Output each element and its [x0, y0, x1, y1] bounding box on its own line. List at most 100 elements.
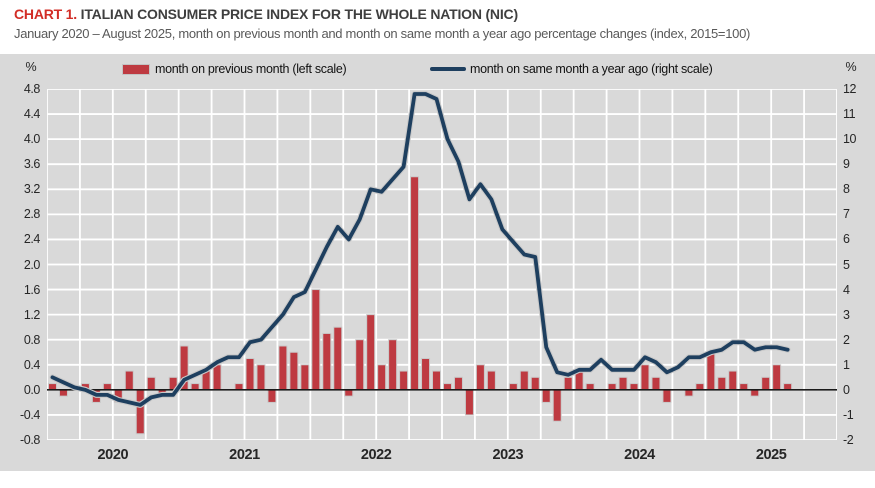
- bar: [750, 389, 760, 397]
- right-axis-unit-label: %: [845, 60, 857, 74]
- bar: [772, 364, 782, 391]
- y-axis-tick-left: -0.8: [20, 433, 40, 447]
- y-axis-tick-right: 11: [843, 107, 856, 122]
- y-axis-tick-right: -1: [843, 407, 854, 422]
- bar: [333, 326, 343, 391]
- legend-item-line: month on same month a year ago (right sc…: [430, 61, 713, 77]
- y-axis-tick-left: 0.4: [23, 357, 41, 372]
- y-axis-tick-left: -0.4: [20, 407, 40, 422]
- y-axis-tick-right: 4: [843, 282, 850, 297]
- bar: [377, 364, 387, 391]
- x-axis-year-label: 2024: [624, 447, 655, 463]
- line-series-halo: [49, 91, 791, 408]
- y-axis-tick-left: 4.4: [23, 107, 41, 122]
- bar: [256, 364, 266, 391]
- x-axis-year-label: 2021: [229, 447, 260, 463]
- bar: [58, 389, 68, 397]
- bar: [135, 389, 145, 435]
- legend-item-bars: month on previous month (left scale): [122, 61, 347, 77]
- bar: [322, 332, 332, 391]
- bar: [486, 370, 496, 391]
- y-axis-tick-left: 4.8: [23, 82, 41, 96]
- bar: [541, 389, 551, 403]
- bar: [355, 339, 365, 391]
- y-axis-tick-left: 3.6: [23, 157, 41, 172]
- y-axis-tick-left: 2.0: [23, 257, 41, 272]
- bar: [234, 383, 244, 391]
- bar: [399, 370, 409, 391]
- plot-area: [47, 89, 837, 440]
- chart-number: CHART 1.: [14, 6, 77, 22]
- bar: [442, 383, 452, 391]
- legend-bar-label: month on previous month (left scale): [155, 62, 347, 76]
- bar: [212, 364, 222, 391]
- bar: [475, 364, 485, 391]
- y-axis-tick-left: 0.0: [23, 382, 41, 397]
- x-axis-year-label: 2020: [97, 447, 129, 463]
- bar: [552, 389, 562, 422]
- chart-panel: % % month on previous month (left scale)…: [0, 54, 875, 471]
- line-series: [50, 92, 790, 407]
- bar: [146, 376, 156, 391]
- y-axis-tick-right: 9: [843, 157, 850, 172]
- bar: [432, 370, 442, 391]
- y-axis-tick-right: 10: [843, 132, 857, 147]
- bar: [618, 376, 628, 391]
- y-axis-tick-right: 6: [843, 232, 850, 247]
- bar: [508, 383, 518, 391]
- bar: [662, 389, 672, 403]
- bar: [245, 358, 255, 391]
- chart-title-text: ITALIAN CONSUMER PRICE INDEX FOR THE WHO…: [76, 6, 518, 22]
- y-axis-tick-left: 1.6: [23, 282, 41, 297]
- y-axis-tick-right: 2: [843, 332, 850, 347]
- y-axis-tick-left: 1.2: [23, 307, 41, 322]
- bar: [728, 370, 738, 391]
- chart-title: CHART 1. ITALIAN CONSUMER PRICE INDEX FO…: [14, 5, 864, 23]
- bar: [563, 376, 573, 391]
- bar: [190, 383, 200, 391]
- bar: [607, 383, 617, 391]
- bar: [410, 176, 420, 391]
- bar-series-swatch-icon: [122, 63, 150, 75]
- y-axis-tick-right: 3: [843, 307, 850, 322]
- bar: [453, 376, 463, 391]
- bar: [530, 376, 540, 391]
- bar: [761, 376, 771, 391]
- bar: [311, 289, 321, 391]
- y-axis-tick-right: 12: [843, 82, 857, 96]
- bar: [706, 351, 716, 391]
- bar: [651, 376, 661, 391]
- y-axis-tick-right: -2: [843, 433, 854, 447]
- y-axis-tick-right: 8: [843, 182, 850, 197]
- y-axis-tick-left: 4.0: [23, 132, 41, 147]
- y-axis-tick-left: 2.4: [23, 232, 41, 247]
- bar: [783, 383, 793, 391]
- y-axis-tick-right: 5: [843, 257, 850, 272]
- bar: [739, 383, 749, 391]
- bar: [640, 364, 650, 391]
- y-axis-tick-left: 0.8: [23, 332, 41, 347]
- bar: [47, 383, 57, 391]
- left-axis-unit-label: %: [25, 60, 37, 74]
- chart-header: CHART 1. ITALIAN CONSUMER PRICE INDEX FO…: [14, 5, 864, 42]
- y-axis-tick-right: 1: [843, 357, 850, 372]
- bar: [102, 383, 112, 391]
- bar: [124, 370, 134, 391]
- bar: [421, 358, 431, 391]
- y-axis-tick-right: 7: [843, 207, 850, 222]
- y-axis-tick-left: 3.2: [23, 182, 41, 197]
- bar: [519, 370, 529, 391]
- bar: [629, 383, 639, 391]
- x-axis-year-label: 2023: [492, 447, 524, 463]
- bar: [684, 389, 694, 397]
- y-axis-tick-left: 2.8: [23, 207, 41, 222]
- y-axis-tick-right: 0: [843, 382, 850, 397]
- bar: [278, 345, 288, 391]
- bar: [344, 389, 354, 397]
- chart-subtitle: January 2020 – August 2025, month on pre…: [14, 26, 751, 41]
- legend-line-label: month on same month a year ago (right sc…: [470, 62, 713, 76]
- bar: [300, 364, 310, 391]
- bar: [717, 376, 727, 391]
- bar: [464, 389, 474, 416]
